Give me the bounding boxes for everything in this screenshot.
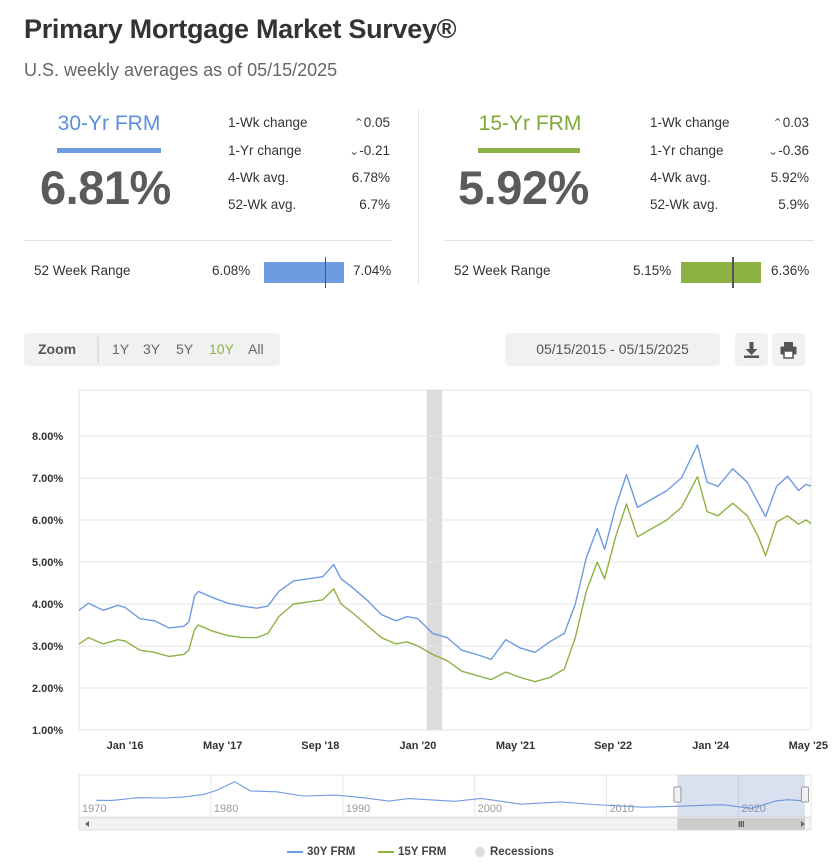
frm30-one-yr-label: 1-Yr change (228, 143, 302, 158)
frm30-color-bar (57, 148, 161, 153)
frm30-four-wk-value: 6.78% (351, 170, 390, 185)
frm30-panel: 30-Yr FRM 6.81% 1-Wk change ⌃0.05 1-Yr c… (0, 100, 400, 300)
print-button[interactable] (772, 333, 805, 366)
zoom-separator (97, 337, 99, 363)
panel-separator (418, 110, 419, 285)
frm15-one-yr-change: ⌄-0.36 (768, 143, 809, 158)
x-tick-label: Jan '24 (692, 740, 730, 752)
navigator-scrollbar-track[interactable] (78, 817, 812, 831)
print-icon (780, 342, 797, 359)
legend-item-recessions[interactable]: Recessions (475, 846, 554, 858)
zoom-option-3y[interactable]: 3Y (143, 341, 161, 357)
y-tick-label: 6.00% (32, 515, 63, 527)
navigator-handle-left[interactable] (673, 786, 682, 803)
navigator-selected-range[interactable] (677, 775, 805, 817)
x-tick-label: Sep '22 (594, 740, 632, 752)
x-tick-label: May '17 (203, 740, 242, 752)
zoom-bar (24, 333, 280, 366)
zoom-option-1y[interactable]: 1Y (112, 341, 130, 357)
zoom-option-5y[interactable]: 5Y (176, 341, 194, 357)
frm15-panel: 15-Yr FRM 5.92% 1-Wk change ⌃0.03 1-Yr c… (420, 100, 834, 300)
recession-band (426, 390, 443, 730)
zoom-option-10y[interactable]: 10Y (209, 341, 234, 357)
frm15-range-bar (681, 262, 761, 283)
y-tick-label: 4.00% (32, 599, 63, 611)
frm15-rate: 5.92% (458, 161, 589, 214)
page-title: Primary Mortgage Market Survey® (24, 14, 457, 44)
rate-history-chart[interactable]: 1.00% 2.00% 3.00% 4.00% 5.00% 6.00% 7.00% 8.00%… (0, 388, 834, 763)
frm15-color-bar (478, 148, 580, 153)
frm30-four-wk-label: 4-Wk avg. (228, 170, 289, 185)
frm15-range-low: 5.15% (633, 263, 672, 278)
frm30-fifty-two-wk-label: 52-Wk avg. (228, 197, 297, 212)
y-tick-label: 3.00% (32, 641, 63, 653)
frm15-four-wk-label: 4-Wk avg. (650, 170, 711, 185)
download-icon (744, 342, 759, 358)
frm15-four-wk-value: 5.92% (770, 170, 809, 185)
navigator-year-label: 1970 (82, 803, 106, 815)
navigator-series-line (96, 781, 810, 809)
page-subtitle: U.S. weekly averages as of 05/15/2025 (24, 60, 338, 80)
x-tick-label: May '25 (789, 740, 828, 752)
navigator-year-label: 2000 (478, 803, 502, 815)
frm30-rate: 6.81% (40, 161, 171, 214)
frm15-fifty-two-wk-label: 52-Wk avg. (650, 197, 719, 212)
frm15-range-label: 52 Week Range (454, 263, 551, 278)
frm15-range-marker (732, 257, 734, 288)
frm30-range-bar (264, 262, 344, 283)
y-tick-label: 5.00% (32, 557, 63, 569)
y-tick-label: 1.00% (32, 725, 63, 737)
frm30-range-low: 6.08% (212, 263, 251, 278)
legend-item-frm15[interactable]: 15Y FRM (378, 846, 446, 858)
y-tick-label: 8.00% (32, 431, 63, 443)
date-range-input[interactable]: 05/15/2015 - 05/15/2025 (505, 333, 720, 366)
frm15-one-wk-change: ⌃0.03 (772, 115, 809, 130)
frm30-range-high: 7.04% (353, 263, 392, 278)
caret-down-icon: ⌄ (768, 144, 779, 158)
frm30-range-label: 52 Week Range (34, 263, 131, 278)
frm15-divider (444, 240, 814, 241)
x-tick-label: Jan '20 (399, 740, 436, 752)
scroll-right-icon[interactable] (801, 821, 805, 827)
frm30-divider (24, 240, 392, 241)
range-navigator[interactable]: 197019801990200020102020 (0, 770, 834, 836)
frm30-one-yr-change: ⌄-0.21 (349, 143, 390, 158)
frm30-one-wk-change: ⌃0.05 (353, 115, 390, 130)
x-tick-label: May '21 (496, 740, 535, 752)
frm30-range-marker (324, 257, 327, 288)
caret-up-icon: ⌃ (772, 116, 783, 130)
y-tick-label: 7.00% (32, 473, 63, 485)
legend-item-frm30[interactable]: 30Y FRM (287, 846, 355, 858)
legend-swatch-recessions (475, 846, 485, 857)
x-tick-label: Jan '16 (107, 740, 144, 752)
y-tick-label: 2.00% (32, 683, 63, 695)
frm15-one-yr-label: 1-Yr change (650, 143, 724, 158)
legend-swatch-frm15 (378, 850, 394, 853)
scroll-left-icon[interactable] (85, 821, 89, 827)
frm15-range-high: 6.36% (771, 263, 810, 278)
caret-down-icon: ⌄ (349, 144, 360, 158)
navigator-year-label: 2010 (610, 803, 634, 815)
frm15-fifty-two-wk-value: 5.9% (778, 197, 809, 212)
navigator-year-label: 1980 (214, 803, 238, 815)
frm30-label: 30-Yr FRM (57, 112, 161, 135)
zoom-option-all[interactable]: All (248, 341, 264, 357)
frm30-fifty-two-wk-value: 6.7% (359, 197, 390, 212)
zoom-label: Zoom (38, 341, 77, 357)
series-line-frm30[interactable] (78, 444, 812, 661)
x-tick-label: Sep '18 (301, 740, 339, 752)
frm15-label: 15-Yr FRM (478, 112, 582, 135)
legend-swatch-frm30 (287, 850, 303, 853)
navigator-handle-right[interactable] (801, 786, 809, 803)
caret-up-icon: ⌃ (353, 116, 364, 130)
download-button[interactable] (735, 333, 768, 366)
navigator-frame (78, 774, 812, 818)
frm15-one-wk-label: 1-Wk change (650, 115, 730, 130)
navigator-year-label: 1990 (346, 803, 370, 815)
plot-area (78, 389, 812, 731)
series-line-frm15[interactable] (78, 476, 812, 683)
chart-legend: 30Y FRM 15Y FRM Recessions (0, 840, 834, 866)
frm30-one-wk-label: 1-Wk change (228, 115, 308, 130)
